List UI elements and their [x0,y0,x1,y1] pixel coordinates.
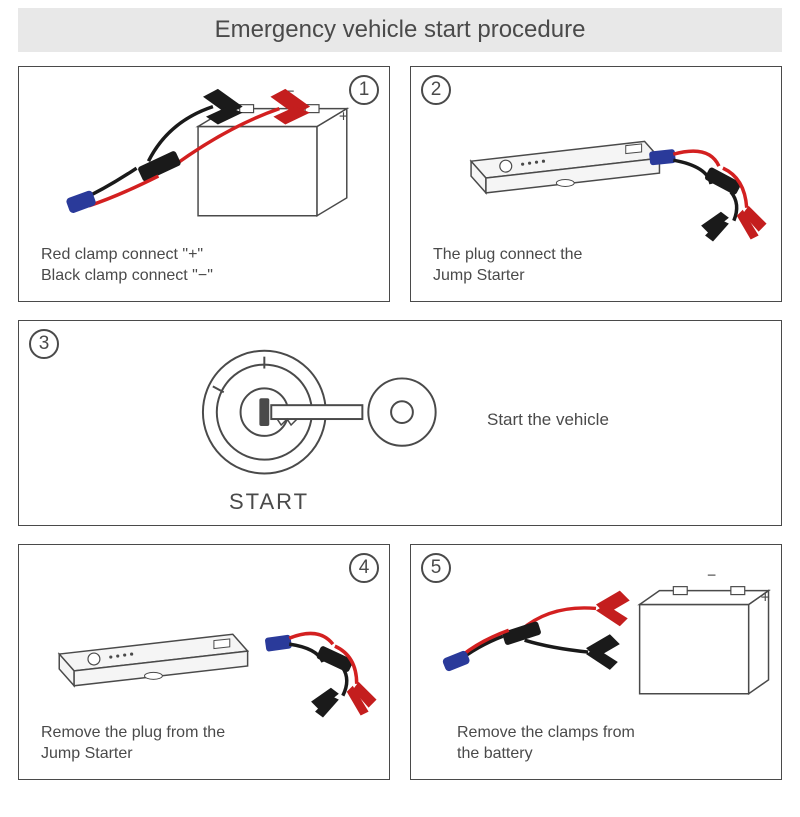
plug-icon [265,634,292,651]
step-number-1: 1 [349,75,379,105]
battery-plus-label: + [339,109,348,126]
page-title: Emergency vehicle start procedure [18,8,782,52]
black-clamp-icon [701,212,729,242]
page: Emergency vehicle start procedure 1 − + [0,0,800,798]
row-1: 1 − + [18,66,782,302]
panel-step-3: 3 [18,320,782,526]
red-clamp-icon [737,206,767,240]
panel-step-4: 4 [18,544,390,780]
red-clamp-icon [347,682,377,716]
row-3: 4 [18,544,782,780]
black-clamp-icon [311,688,339,718]
caption-step-3: Start the vehicle [487,409,609,432]
plug-icon [649,149,676,166]
battery-minus-label: − [707,568,716,585]
step-number-2: 2 [421,75,451,105]
black-clamp-icon [586,634,620,670]
row-2: 3 [18,320,782,526]
step-number-3: 3 [29,329,59,359]
caption-step-5: Remove the clamps from the battery [457,722,635,765]
plug-icon [65,190,97,214]
illustration-step-3 [19,321,781,525]
red-clamp-icon [596,591,630,627]
step-number-5: 5 [421,553,451,583]
panel-step-1: 1 − + [18,66,390,302]
step-number-4: 4 [349,553,379,583]
start-label: START [229,489,309,515]
caption-step-2: The plug connect the Jump Starter [433,244,582,287]
panel-step-5: 5 − + [410,544,782,780]
battery-plus-label: + [761,590,770,607]
plug-icon [442,650,471,673]
caption-step-1: Red clamp connect "+" Black clamp connec… [41,244,213,287]
panel-step-2: 2 [410,66,782,302]
caption-step-4: Remove the plug from the Jump Starter [41,722,225,765]
